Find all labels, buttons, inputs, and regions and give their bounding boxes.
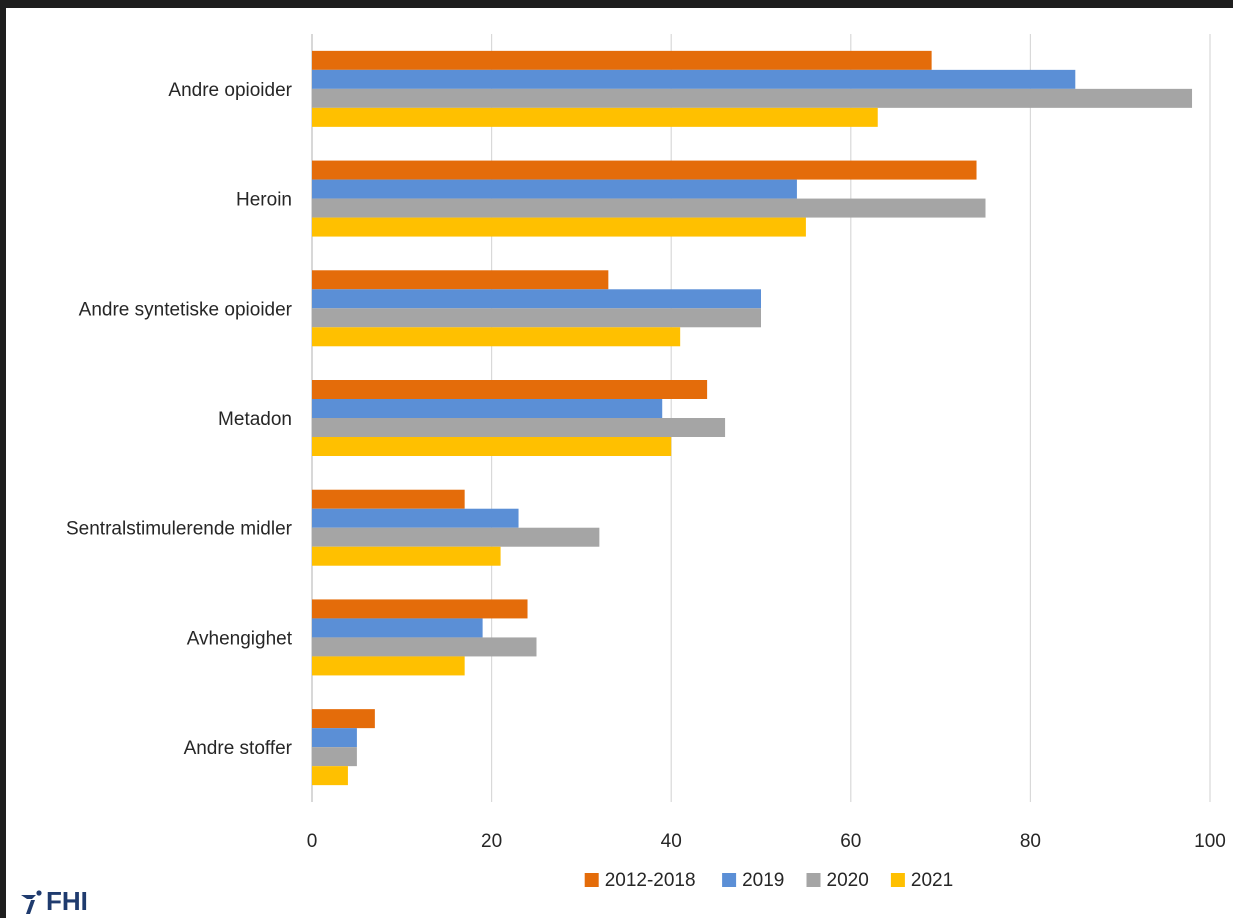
x-tick-label: 60 (840, 831, 861, 852)
bar-2020-1 (312, 198, 986, 218)
bar-2020-2 (312, 308, 761, 328)
bar-2019-6 (312, 728, 357, 748)
category-label: Andre syntetiske opioider (79, 299, 293, 320)
bar-2019-5 (312, 618, 483, 638)
bar-2021-3 (312, 437, 672, 456)
category-labels: Andre opioider Heroin Andre syntetiske opi… (66, 80, 293, 759)
bar-2021-5 (312, 656, 465, 676)
bar-2012-2018-2 (312, 270, 609, 290)
category-label: Andre stoffer (184, 738, 293, 759)
bar-2019-0 (312, 69, 1076, 89)
x-tick-label: 0 (307, 831, 318, 852)
bar-2012-2018-4 (312, 489, 465, 509)
category-label: Avhengighet (187, 628, 293, 649)
bar-2019-4 (312, 508, 519, 528)
legend-swatch-2019 (722, 873, 737, 887)
bar-2019-1 (312, 179, 797, 199)
x-tick-label: 100 (1194, 831, 1226, 852)
bar-2019-2 (312, 289, 761, 309)
bar-2012-2018-5 (312, 599, 528, 619)
bar-2021-6 (312, 766, 348, 786)
bar-2020-4 (312, 527, 600, 547)
bar-2012-2018-1 (312, 160, 977, 180)
bar-2021-1 (312, 217, 806, 237)
legend-label-2012-2018: 2012-2018 (605, 870, 696, 891)
bar-2012-2018-3 (312, 380, 708, 399)
bar-2020-0 (312, 88, 1193, 108)
x-tick-label: 40 (661, 831, 682, 852)
legend-label-2020: 2020 (827, 870, 869, 891)
bar-2020-6 (312, 747, 357, 767)
bar-chart: Andre opioider Heroin Andre syntetiske opi… (66, 34, 1226, 891)
bar-2020-5 (312, 637, 537, 657)
fhi-logo-text: FHI (46, 886, 88, 916)
x-axis-tick-labels: 0 20 40 60 80 100 (307, 831, 1226, 852)
category-label: Andre opioider (168, 80, 292, 101)
legend-label-2019: 2019 (742, 870, 784, 891)
legend-swatch-2021 (890, 873, 905, 887)
bar-2021-4 (312, 546, 501, 566)
bar-2020-3 (312, 418, 726, 437)
legend-swatch-2012-2018 (584, 873, 599, 887)
bars (312, 50, 1193, 786)
category-label: Metadon (218, 409, 292, 430)
legend-label-2021: 2021 (911, 870, 953, 891)
bar-2019-3 (312, 399, 663, 418)
category-label: Heroin (236, 190, 292, 211)
bar-2012-2018-6 (312, 709, 375, 729)
legend-swatch-2020 (806, 873, 821, 887)
category-label: Sentralstimulerende midler (66, 519, 293, 540)
fhi-logo: FHI (18, 886, 88, 917)
x-tick-label: 20 (481, 831, 502, 852)
legend: 2012-2018 2019 2020 2021 (584, 870, 953, 891)
bar-2021-2 (312, 327, 681, 347)
chart-panel: Andre opioider Heroin Andre syntetiske opi… (6, 8, 1233, 918)
bar-2021-0 (312, 107, 878, 127)
x-tick-label: 80 (1020, 831, 1041, 852)
bar-2012-2018-0 (312, 50, 932, 70)
fhi-logo-icon (21, 889, 42, 914)
